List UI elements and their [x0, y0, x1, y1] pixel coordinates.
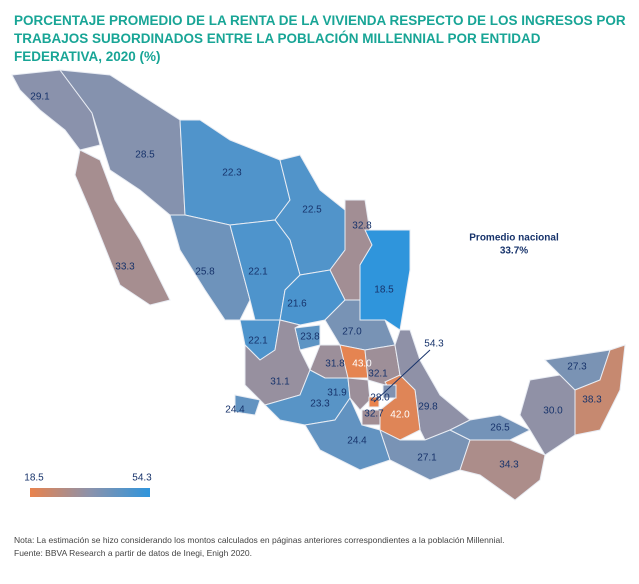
states	[11, 69, 626, 501]
notes: Nota: La estimación se hizo considerando…	[14, 534, 504, 560]
state	[459, 439, 546, 501]
value-label: 22.3	[222, 168, 242, 179]
value-label: 27.3	[567, 362, 587, 373]
state	[574, 344, 626, 436]
value-label: 26.5	[490, 423, 510, 434]
state	[244, 319, 311, 406]
state	[361, 409, 381, 426]
legend-bar	[30, 488, 150, 497]
value-label: 22.1	[248, 267, 268, 278]
title-line: TRABAJOS SUBORDINADOS ENTRE LA POBLACIÓN…	[14, 31, 541, 64]
value-label: 54.3	[424, 339, 444, 350]
value-label: 38.3	[582, 395, 602, 406]
callout-line	[373, 349, 431, 403]
value-label: 22.5	[302, 205, 322, 216]
value-label: 33.3	[115, 262, 135, 273]
value-label: 32.8	[352, 221, 372, 232]
value-label: 27.0	[342, 327, 362, 338]
value-label: 31.1	[270, 377, 290, 388]
national-value: 33.7%	[500, 246, 528, 257]
state	[234, 394, 261, 416]
title: PORCENTAJE PROMEDIO DE LA RENTA DE LA VI…	[14, 12, 629, 66]
value-label: 31.9	[327, 388, 347, 399]
value-label: 18.5	[374, 285, 394, 296]
value-label: 27.1	[417, 453, 437, 464]
title-line: PORCENTAJE PROMEDIO DE LA RENTA DE LA VI…	[14, 13, 626, 28]
value-label: 22.1	[248, 336, 268, 347]
value-label: 28.0	[370, 393, 390, 404]
value-label: 42.0	[390, 410, 410, 421]
value-label: 29.8	[418, 402, 438, 413]
state	[347, 377, 371, 411]
value-label: 24.4	[347, 436, 367, 447]
value-label: 43.0	[352, 359, 372, 370]
value-label: 29.1	[30, 92, 50, 103]
value-label: 31.8	[325, 359, 345, 370]
national-title: Promedio nacional	[469, 233, 559, 244]
value-label: 32.7	[364, 409, 384, 420]
value-label: 34.3	[499, 460, 519, 471]
state	[74, 149, 171, 306]
note: Fuente: BBVA Research a partir de datos …	[14, 548, 252, 558]
note: Nota: La estimación se hizo considerando…	[14, 535, 505, 545]
value-label: 23.3	[310, 399, 330, 410]
value-label: 30.0	[543, 406, 563, 417]
value-label: 21.6	[287, 299, 307, 310]
value-label: 28.5	[135, 150, 155, 161]
value-label: 32.1	[368, 369, 388, 380]
value-label: 23.8	[300, 332, 320, 343]
value-label: 25.8	[195, 267, 215, 278]
legend-min: 18.5	[24, 473, 44, 484]
legend-max: 54.3	[132, 473, 152, 484]
value-label: 24.4	[225, 405, 245, 416]
